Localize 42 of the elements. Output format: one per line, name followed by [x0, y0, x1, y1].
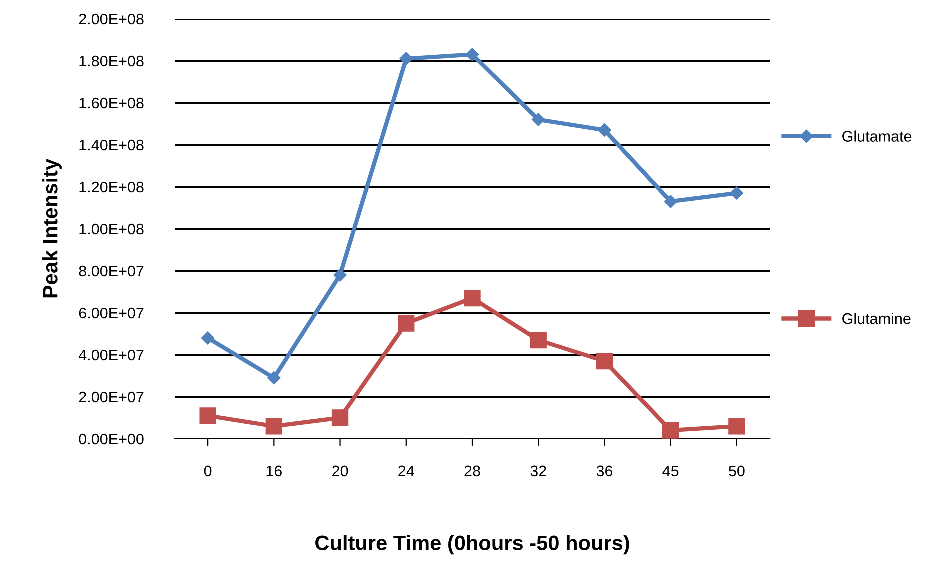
y-tick-label: 1.20E+08	[80, 182, 144, 193]
y-tick-label: 1.40E+08	[80, 140, 144, 151]
y-tick-label: 6.00E+07	[79, 308, 144, 319]
point	[728, 418, 746, 435]
x-tick-label: 0	[204, 466, 212, 477]
x-tick-label: 32	[530, 466, 546, 477]
x-tick-label: 45	[662, 466, 679, 477]
legend-label: Glutamine	[842, 313, 911, 324]
point	[332, 410, 349, 426]
point	[400, 52, 413, 66]
point	[730, 186, 744, 200]
point	[266, 418, 282, 435]
x-tick-label: 36	[596, 466, 613, 477]
x-axis-title: Culture Time (0hours -50 hours)	[316, 535, 630, 555]
point	[466, 48, 480, 62]
point	[200, 408, 216, 424]
y-tick-label: 2.00E+08	[79, 14, 144, 25]
y-tick-label: 0.00E+00	[79, 434, 144, 445]
x-tick-label: 50	[729, 466, 745, 477]
point	[530, 332, 547, 349]
point	[532, 113, 546, 126]
x-tick-label: 24	[398, 466, 414, 476]
point	[268, 372, 281, 385]
y-tick-label: 2.00E+07	[79, 392, 144, 403]
point	[464, 290, 481, 307]
x-tick-label: 16	[266, 466, 282, 477]
y-tick-label: 8.00E+07	[79, 266, 144, 277]
legend-label: Glutamate	[842, 130, 912, 142]
point	[596, 352, 614, 370]
y-tick-label: 4.00E+07	[78, 350, 144, 361]
point	[664, 195, 678, 208]
point	[334, 268, 347, 282]
y-tick-label: 1.00E+08	[80, 224, 144, 235]
point	[398, 315, 415, 332]
point	[201, 332, 215, 345]
y-tick-label: 1.80E+08	[80, 56, 144, 67]
y-tick-label: 1.60E+08	[80, 98, 144, 109]
y-axis-title: Peak Intensity	[42, 159, 62, 298]
x-tick-label: 28	[464, 466, 480, 477]
point	[662, 422, 680, 439]
point	[598, 124, 612, 137]
x-tick-label: 20	[332, 466, 348, 477]
